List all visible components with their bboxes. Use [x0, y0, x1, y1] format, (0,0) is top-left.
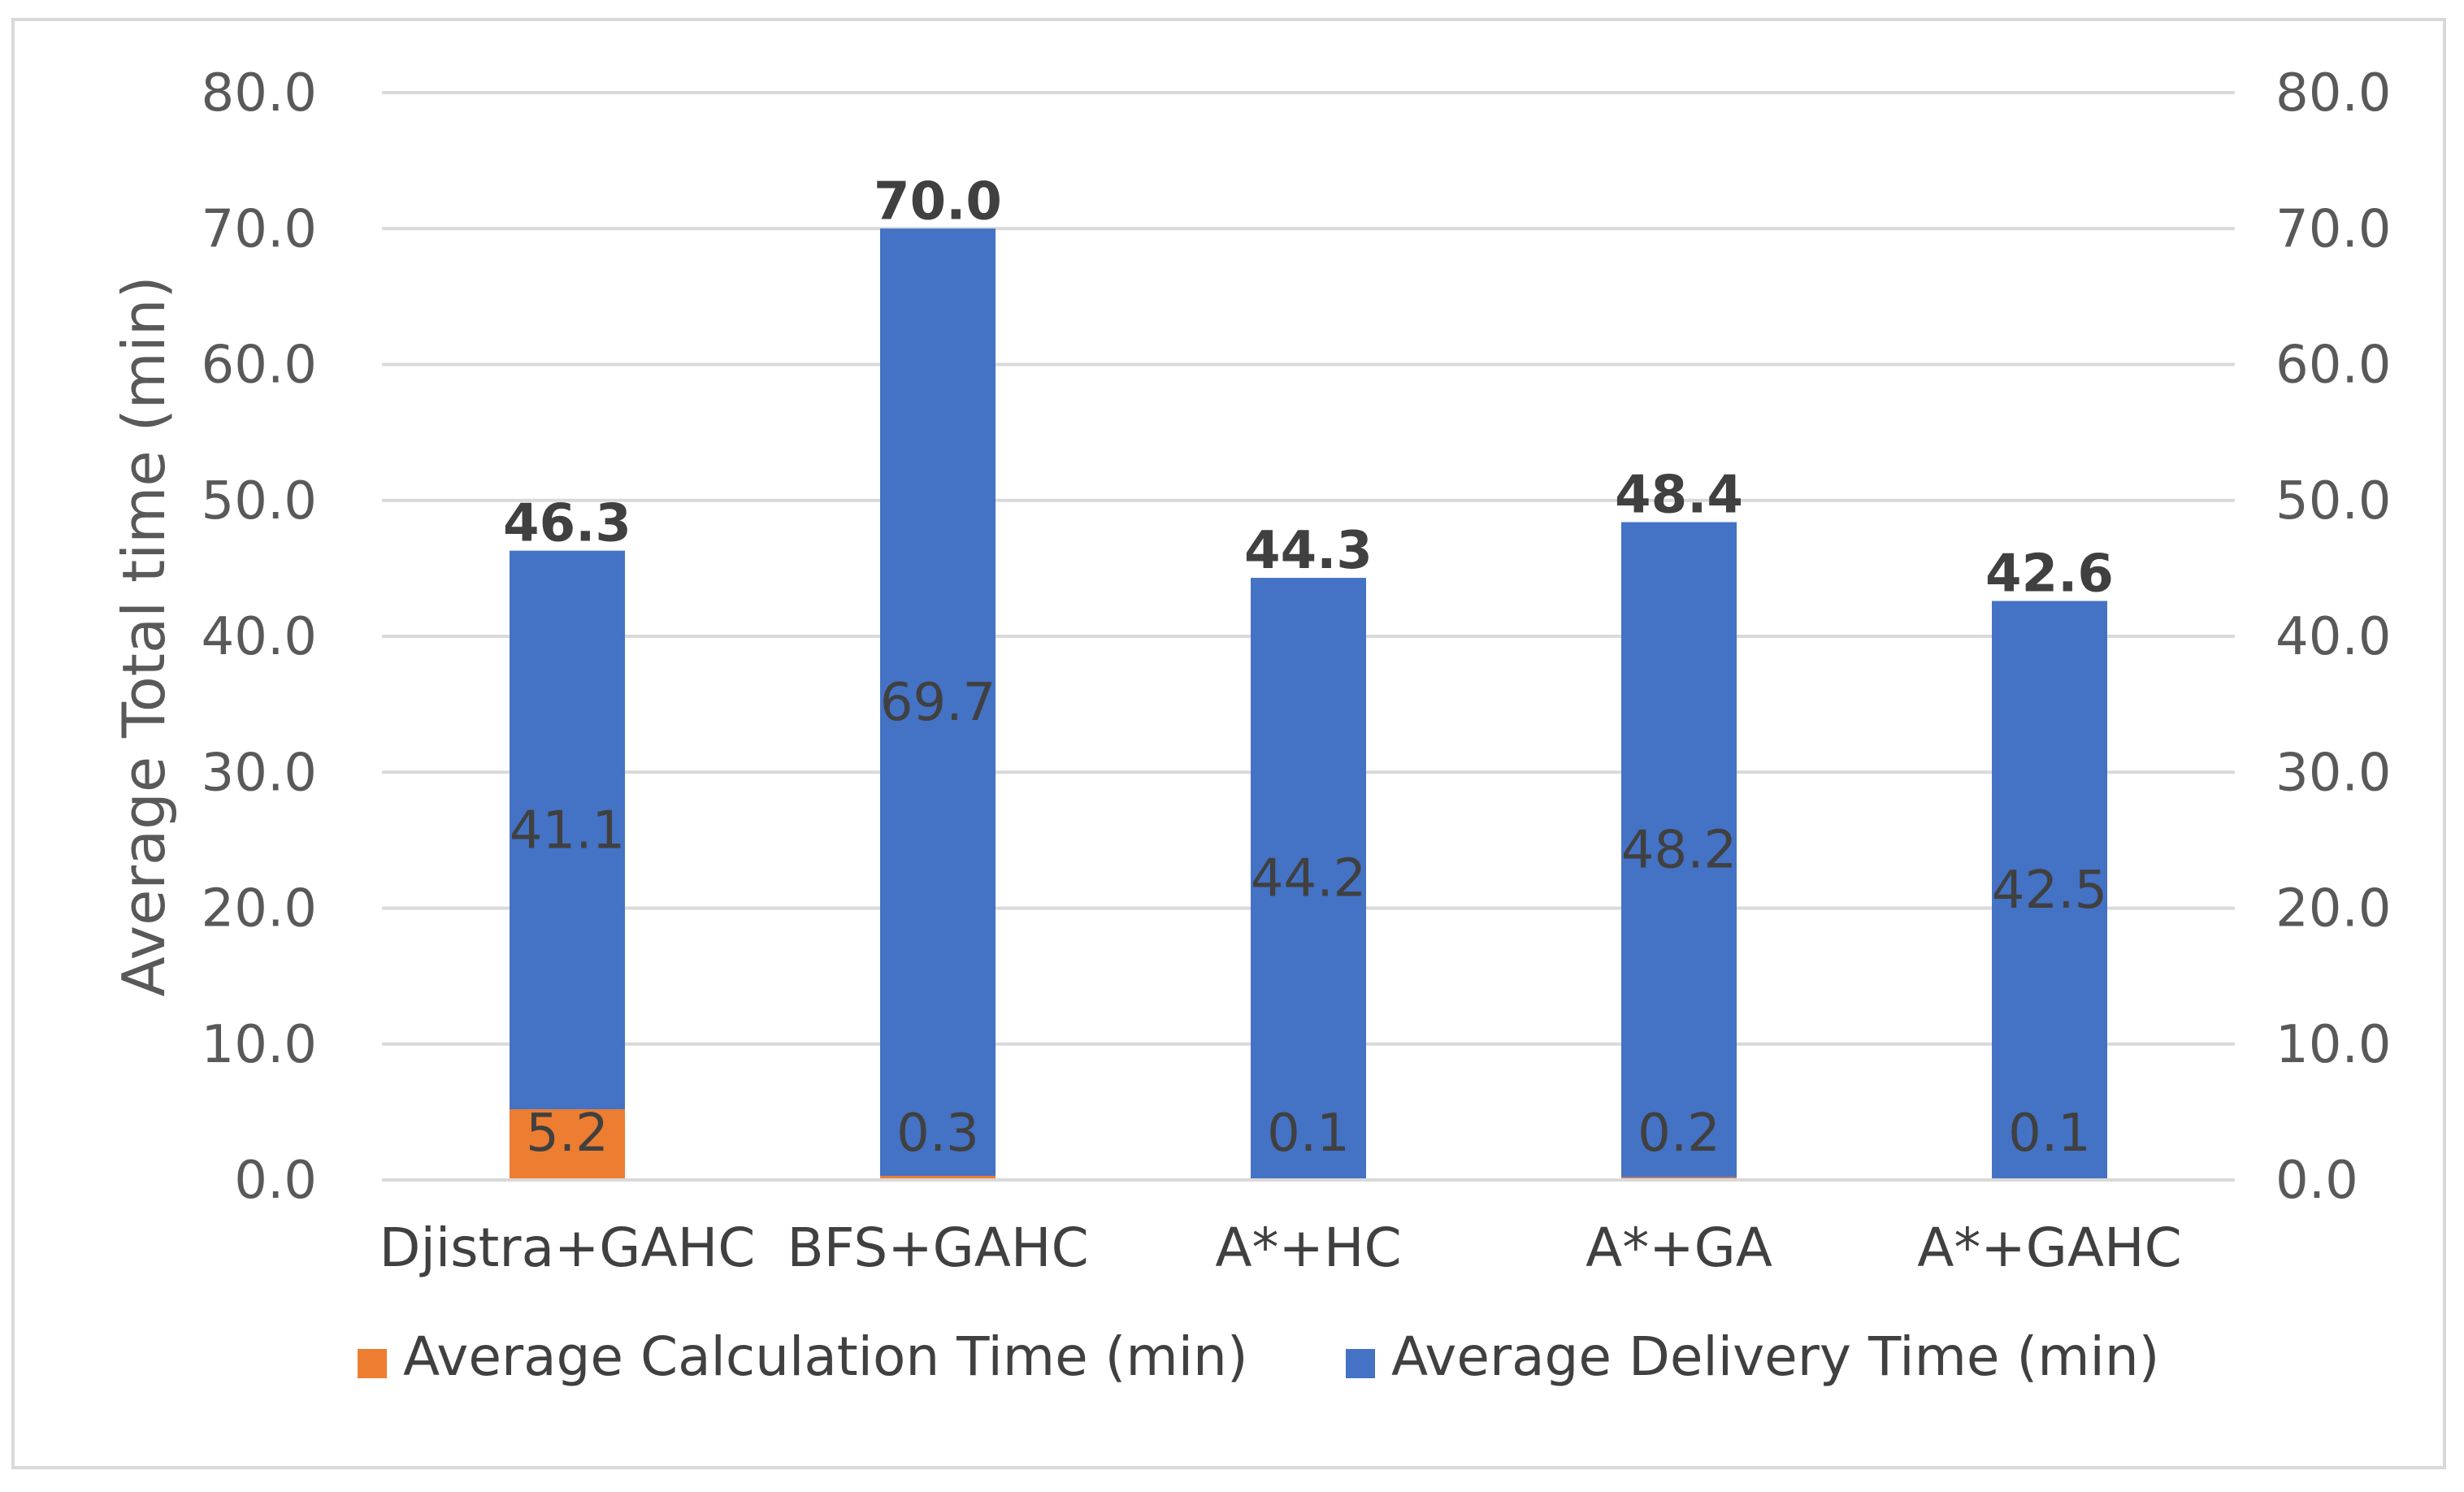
- data-label-calculation: 0.3: [896, 1104, 979, 1164]
- y-tick-label-right: 70.0: [2275, 199, 2392, 259]
- legend-swatch: [1346, 1349, 1375, 1378]
- y-tick-label-left: 40.0: [202, 607, 318, 667]
- x-tick-label: A*+HC: [1215, 1217, 1401, 1279]
- data-label-total: 70.0: [874, 171, 1002, 232]
- bar-segment: [510, 1109, 625, 1180]
- bar-segment: [880, 228, 996, 1176]
- data-label-delivery: 69.7: [880, 673, 996, 733]
- x-tick-label: A*+GA: [1586, 1217, 1772, 1279]
- bar-segment: [1251, 578, 1366, 1179]
- y-axis-title: Average Total time (min): [110, 275, 178, 996]
- y-tick-label-right: 20.0: [2275, 879, 2392, 939]
- data-label-total: 48.4: [1615, 466, 1743, 526]
- bar-segment: [1621, 522, 1737, 1178]
- y-tick-label-left: 20.0: [202, 879, 318, 939]
- bar-segment: [1992, 601, 2107, 1179]
- data-label-calculation: 0.1: [2008, 1104, 2091, 1164]
- bar-segment: [510, 550, 625, 1110]
- y-tick-label-right: 80.0: [2275, 63, 2392, 124]
- y-tick-label-right: 10.0: [2275, 1015, 2392, 1075]
- bar-segment: [880, 1175, 996, 1180]
- legend-label: Average Calculation Time (min): [403, 1325, 1248, 1388]
- y-tick-label-left: 70.0: [202, 199, 318, 259]
- data-label-delivery: 48.2: [1621, 821, 1737, 881]
- y-tick-label-left: 10.0: [202, 1015, 318, 1075]
- y-tick-label-left: 80.0: [202, 63, 318, 124]
- y-tick-label-right: 30.0: [2275, 743, 2392, 803]
- data-label-calculation: 5.2: [526, 1104, 609, 1164]
- y-tick-label-right: 0.0: [2275, 1151, 2358, 1211]
- x-tick-label: A*+GAHC: [1917, 1217, 2181, 1279]
- data-label-calculation: 0.2: [1638, 1104, 1720, 1164]
- data-label-calculation: 0.1: [1267, 1104, 1350, 1164]
- data-label-delivery: 41.1: [510, 800, 626, 861]
- y-tick-label-left: 0.0: [234, 1151, 317, 1211]
- y-tick-label-left: 30.0: [202, 743, 318, 803]
- data-label-delivery: 42.5: [1992, 861, 2108, 921]
- y-tick-label-right: 40.0: [2275, 607, 2392, 667]
- data-label-total: 44.3: [1244, 521, 1373, 581]
- legend-label: Average Delivery Time (min): [1391, 1325, 2159, 1388]
- y-tick-label-left: 50.0: [202, 471, 318, 531]
- data-label-total: 42.6: [1985, 544, 2114, 605]
- data-label-delivery: 44.2: [1251, 849, 1367, 909]
- data-label-total: 46.3: [503, 494, 631, 554]
- x-tick-label: Djistra+GAHC: [380, 1217, 756, 1279]
- y-tick-label-left: 60.0: [202, 336, 318, 396]
- y-tick-label-right: 50.0: [2275, 471, 2392, 531]
- y-tick-label-right: 60.0: [2275, 336, 2392, 396]
- legend-swatch: [358, 1349, 387, 1378]
- x-tick-label: BFS+GAHC: [787, 1217, 1088, 1279]
